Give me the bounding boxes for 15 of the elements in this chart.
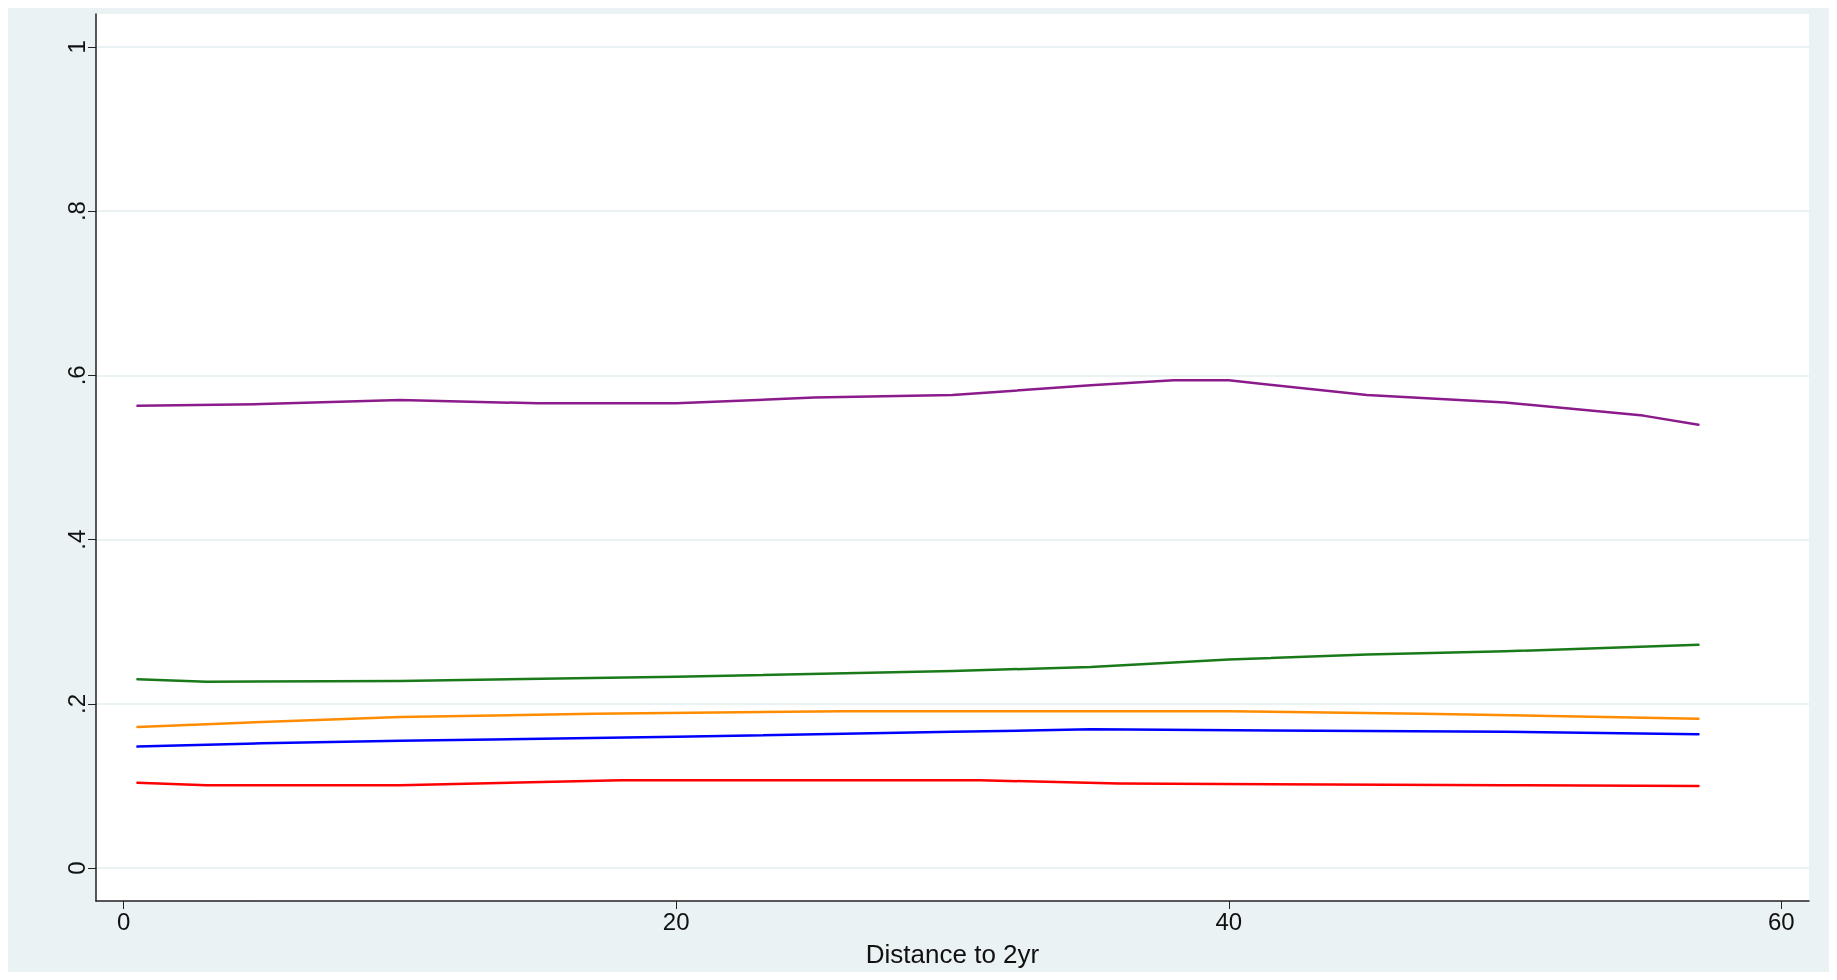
line-series bbox=[136, 728, 1700, 748]
y-tick-label: .6 bbox=[62, 365, 90, 386]
line-series bbox=[136, 710, 1700, 729]
y-tick-label: .8 bbox=[62, 201, 90, 222]
x-tick-label: 60 bbox=[1768, 907, 1795, 935]
x-tick-label: 20 bbox=[662, 907, 690, 935]
y-tick-label: 0 bbox=[62, 861, 90, 875]
y-tick-label: .4 bbox=[62, 529, 90, 550]
y-tick-label: 1 bbox=[62, 40, 90, 54]
line-series bbox=[136, 379, 1700, 426]
line-series bbox=[136, 643, 1700, 683]
x-tick-label: 40 bbox=[1215, 907, 1243, 935]
y-tick-label: .2 bbox=[62, 693, 90, 714]
x-axis-title: Distance to 2yr bbox=[865, 939, 1040, 969]
x-tick-label: 0 bbox=[116, 907, 131, 935]
